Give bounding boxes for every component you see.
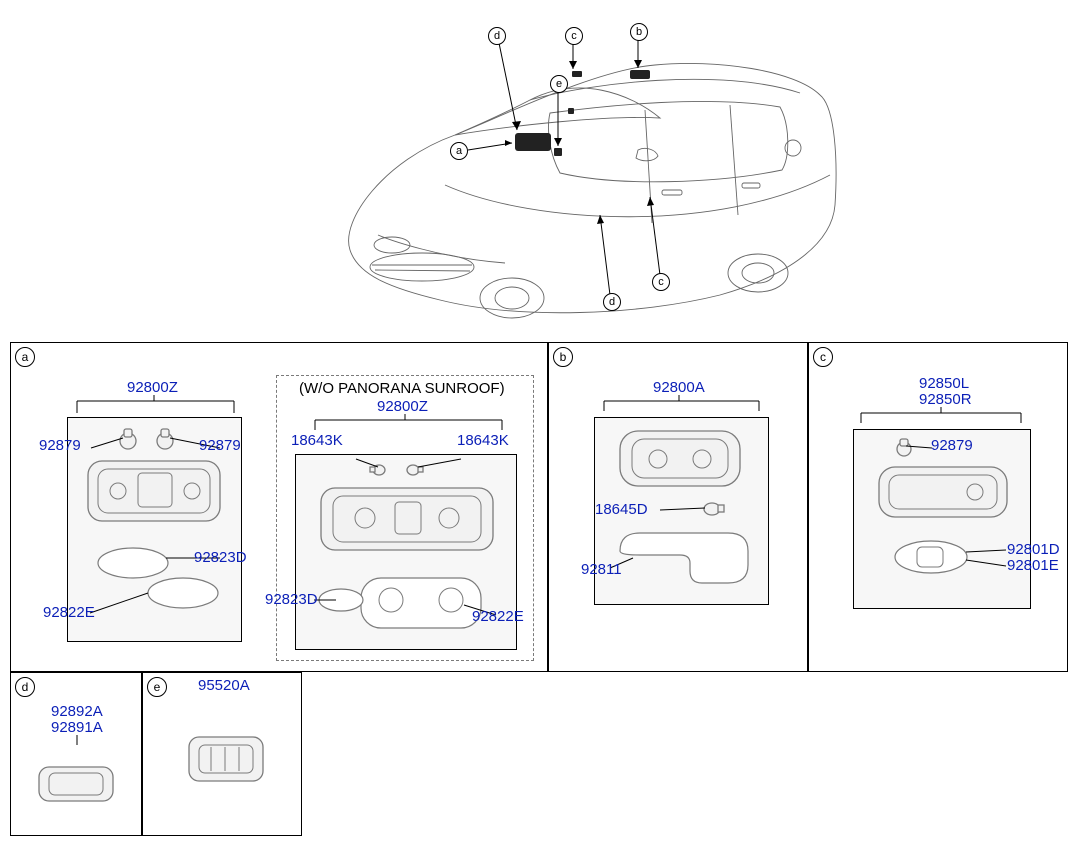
part-92800A[interactable]: 92800A bbox=[653, 379, 705, 396]
vehicle-callout-c-top: c bbox=[565, 27, 583, 45]
part-92850R[interactable]: 92850R bbox=[919, 391, 972, 408]
part-92879-c[interactable]: 92879 bbox=[931, 437, 973, 454]
vehicle-callout-b: b bbox=[630, 23, 648, 41]
part-92811[interactable]: 92811 bbox=[581, 561, 622, 578]
panel-e: e 95520A bbox=[142, 672, 302, 836]
part-18643K-r[interactable]: 18643K bbox=[457, 432, 509, 449]
note-sunroof: (W/O PANORANA SUNROOF) bbox=[299, 380, 505, 397]
panel-c: c 92850L 92850R bbox=[808, 342, 1068, 672]
part-92800Z-left[interactable]: 92800Z bbox=[127, 379, 178, 396]
part-18643K-l[interactable]: 18643K bbox=[291, 432, 343, 449]
part-92822E-l[interactable]: 92822E bbox=[43, 604, 95, 621]
diagram-stage: a d c b e c d a 92800Z bbox=[0, 0, 1080, 848]
vehicle-callout-c-bottom: c bbox=[652, 273, 670, 291]
panel-c-badge: c bbox=[813, 347, 833, 367]
panel-a: a 92800Z bbox=[10, 342, 548, 672]
panel-d: d 92892A 92891A bbox=[10, 672, 142, 836]
panel-a-right-dashed: (W/O PANORANA SUNROOF) 92800Z bbox=[276, 375, 534, 661]
panel-b-badge: b bbox=[553, 347, 573, 367]
part-92800Z-right[interactable]: 92800Z bbox=[377, 398, 428, 415]
part-92892A[interactable]: 92892A bbox=[51, 703, 103, 720]
panel-d-badge: d bbox=[15, 677, 35, 697]
part-18645D[interactable]: 18645D bbox=[595, 501, 648, 518]
part-92801E[interactable]: 92801E bbox=[1007, 557, 1059, 574]
panel-d-art bbox=[33, 753, 121, 813]
vehicle-callout-d-bottom: d bbox=[603, 293, 621, 311]
part-92850L[interactable]: 92850L bbox=[919, 375, 969, 392]
part-92823D-l[interactable]: 92823D bbox=[194, 549, 247, 566]
vehicle-callout-e: e bbox=[550, 75, 568, 93]
part-92879-l[interactable]: 92879 bbox=[39, 437, 81, 454]
part-92879-r[interactable]: 92879 bbox=[199, 437, 241, 454]
panel-a-badge: a bbox=[15, 347, 35, 367]
part-92801D[interactable]: 92801D bbox=[1007, 541, 1060, 558]
panel-e-art bbox=[181, 725, 271, 795]
vehicle-callout-d-top: d bbox=[488, 27, 506, 45]
part-92823D-r[interactable]: 92823D bbox=[265, 591, 318, 608]
panel-b: b 92800A bbox=[548, 342, 808, 672]
vehicle-illustration: a d c b e c d bbox=[290, 15, 857, 335]
part-92822E-r[interactable]: 92822E bbox=[472, 608, 524, 625]
vehicle-callout-a: a bbox=[450, 142, 468, 160]
part-95520A[interactable]: 95520A bbox=[198, 677, 250, 694]
panel-e-badge: e bbox=[147, 677, 167, 697]
panel-a-left: 92800Z bbox=[49, 379, 259, 659]
panel-c-inner bbox=[853, 429, 1031, 609]
